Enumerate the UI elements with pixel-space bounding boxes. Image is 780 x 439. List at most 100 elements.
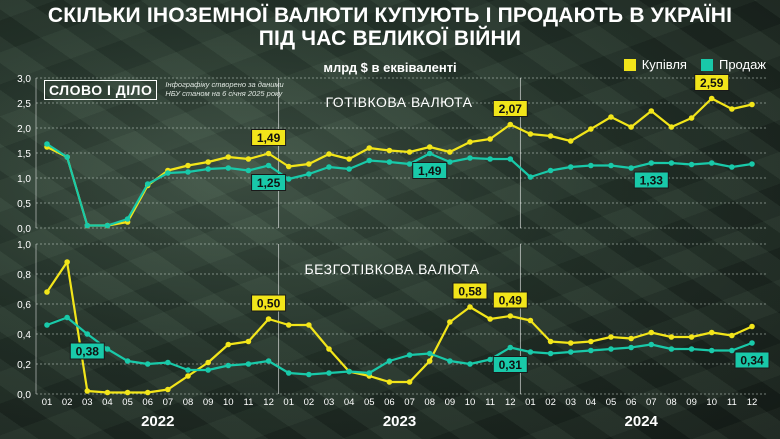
buy-data-point: [306, 322, 312, 328]
buy-data-point: [44, 289, 50, 295]
year-label: 2024: [625, 413, 659, 430]
sell-data-point: [225, 165, 232, 171]
sell-data-point: [104, 222, 111, 229]
sell-data-point: [567, 349, 574, 355]
data-label-box: [251, 129, 287, 146]
x-tick-label: 07: [163, 397, 174, 408]
buy-data-point: [245, 156, 252, 162]
data-label: 0,49: [499, 294, 523, 308]
sell-data-point: [205, 367, 211, 373]
data-label: 0,50: [257, 297, 281, 311]
sell-data-point: [285, 370, 292, 376]
buy-data-point: [729, 332, 735, 339]
x-tick-label: 10: [223, 397, 234, 408]
year-label: 2022: [141, 413, 174, 430]
buy-data-point: [487, 136, 493, 142]
buy-data-point: [366, 145, 373, 151]
buy-data-point: [608, 334, 614, 340]
data-label-box: [69, 342, 105, 360]
sell-data-point: [628, 344, 634, 351]
x-tick-label: 09: [686, 397, 697, 408]
buy-data-point: [507, 121, 514, 128]
buy-data-point: [749, 323, 755, 330]
buy-data-point: [144, 389, 151, 396]
sell-data-point: [225, 362, 232, 369]
buy-data-point: [628, 335, 634, 342]
buy-data-point: [205, 159, 211, 165]
buy-data-point: [326, 346, 332, 352]
data-label: 1,25: [257, 176, 281, 190]
buy-series-line: [46, 260, 753, 394]
legend-item-sell: Продаж: [700, 57, 766, 72]
sell-data-point: [749, 340, 755, 346]
buy-data-point: [285, 163, 292, 170]
buy-data-point: [688, 334, 695, 340]
source-note: Інфографіку створено за даними НБУ стано…: [165, 80, 284, 98]
sell-data-point: [64, 154, 70, 160]
x-tick-label: 10: [706, 397, 717, 408]
buy-data-point: [245, 338, 252, 345]
buy-data-point: [588, 338, 594, 345]
sell-data-point: [306, 371, 312, 378]
buy-data-point: [265, 150, 272, 157]
buy-data-point: [547, 338, 554, 345]
x-tick-label: 09: [445, 397, 456, 408]
buy-data-point: [487, 316, 493, 322]
y-tick-label: 1,0: [17, 240, 31, 251]
sell-data-point: [608, 346, 614, 352]
buy-data-point: [285, 322, 292, 328]
buy-data-point: [648, 108, 655, 114]
buy-data-point: [406, 149, 413, 155]
sell-data-point: [144, 181, 151, 187]
buy-data-point: [265, 316, 272, 322]
sell-data-point: [124, 358, 131, 364]
sell-data-point: [306, 171, 312, 177]
sell-data-point: [708, 347, 715, 354]
x-tick-label: 12: [747, 397, 758, 408]
sell-data-point: [265, 162, 272, 169]
buy-data-point: [547, 133, 554, 139]
panel-title: БЕЗГОТІВКОВА ВАЛЮТА: [304, 261, 479, 277]
data-label: 0,58: [458, 285, 482, 299]
x-tick-label: 05: [606, 397, 617, 408]
x-tick-label: 11: [485, 397, 495, 408]
x-tick-label: 01: [283, 397, 294, 408]
data-label-box: [694, 74, 730, 91]
sell-data-point: [245, 167, 252, 174]
data-label: 0,34: [740, 354, 764, 368]
sell-data-point: [346, 166, 352, 172]
buy-data-point: [668, 334, 675, 340]
y-tick-label: 2,5: [17, 99, 31, 110]
sell-data-point: [447, 358, 453, 364]
data-label-box: [452, 282, 488, 300]
data-label: 1,49: [418, 164, 442, 178]
x-tick-label: 03: [565, 397, 576, 408]
buy-data-point: [104, 389, 111, 396]
y-tick-label: 0,6: [17, 300, 31, 311]
x-tick-label: 06: [384, 397, 395, 408]
y-tick-label: 0,5: [17, 199, 31, 210]
sell-data-point: [567, 164, 574, 170]
sell-data-point: [64, 314, 70, 321]
data-label-box: [492, 100, 528, 117]
sell-data-point: [386, 358, 393, 364]
sell-data-point: [547, 167, 554, 174]
buy-data-point: [467, 304, 473, 310]
sell-data-point: [668, 160, 675, 166]
data-label-box: [734, 351, 770, 369]
brand-logo: СЛОВО І ДІЛО Інфографіку створено за дан…: [44, 80, 295, 100]
buy-data-point: [64, 259, 70, 265]
data-label-box: [251, 294, 287, 312]
x-tick-label: 03: [82, 397, 93, 408]
sell-data-point: [467, 361, 473, 367]
sell-data-point: [265, 358, 272, 364]
data-label: 0,38: [76, 345, 100, 359]
legend-sell-label: Продаж: [718, 57, 766, 72]
sell-data-point: [165, 170, 171, 176]
sell-series-line: [46, 143, 753, 227]
data-label: 2,59: [700, 76, 724, 90]
x-tick-label: 03: [324, 397, 335, 408]
data-label: 1,33: [640, 174, 664, 188]
